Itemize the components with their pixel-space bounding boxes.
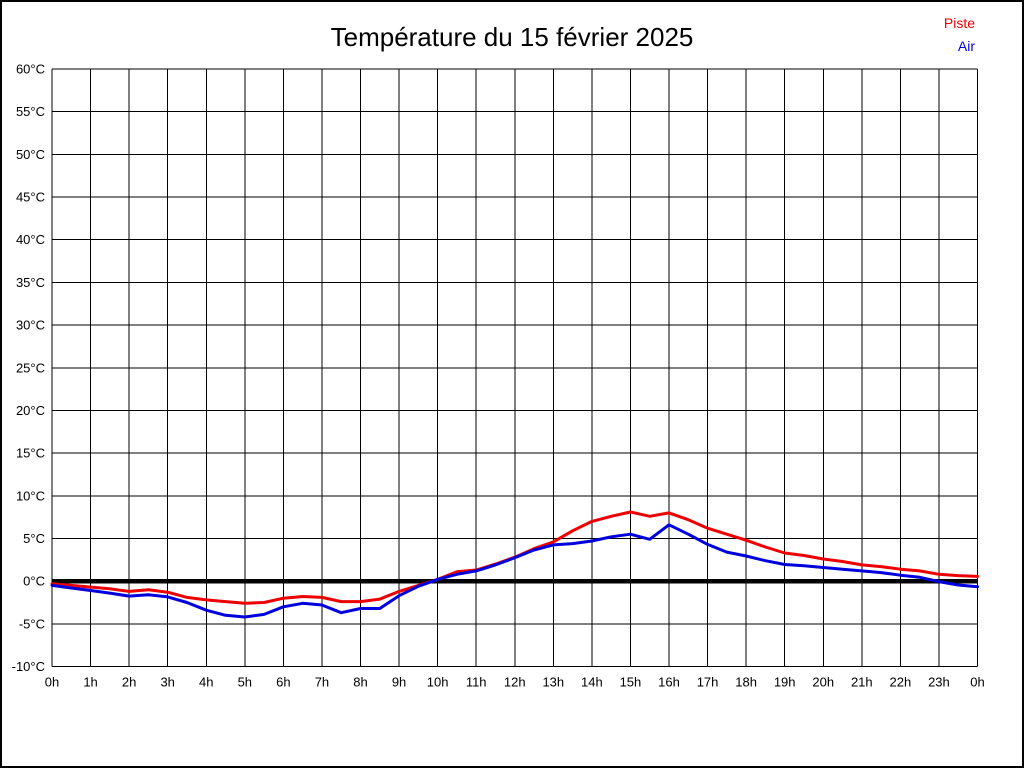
y-tick-label: 35°C: [16, 275, 45, 290]
x-tick-label: 17h: [697, 675, 719, 690]
y-tick-label: 0°C: [23, 574, 45, 589]
x-tick-label: 14h: [581, 675, 603, 690]
x-tick-label: 22h: [890, 675, 912, 690]
x-tick-label: 16h: [658, 675, 680, 690]
grid: [51, 68, 978, 667]
y-tick-label: 50°C: [16, 147, 45, 162]
y-tick-label: 45°C: [16, 190, 45, 205]
x-tick-label: 15h: [620, 675, 642, 690]
y-tick-label: 5°C: [23, 531, 45, 546]
y-tick-label: 55°C: [16, 104, 45, 119]
x-tick-label: 2h: [122, 675, 136, 690]
y-tick-label: 30°C: [16, 318, 45, 333]
y-tick-label: 60°C: [16, 62, 45, 77]
x-tick-label: 0h: [45, 675, 59, 690]
y-tick-label: -5°C: [19, 616, 45, 631]
x-tick-label: 10h: [427, 675, 449, 690]
x-tick-label: 7h: [315, 675, 329, 690]
y-tick-label: 10°C: [16, 488, 45, 503]
x-tick-label: 11h: [466, 675, 487, 690]
x-tick-label: 19h: [774, 675, 796, 690]
x-tick-label: 12h: [504, 675, 526, 690]
x-tick-label: 0h: [970, 675, 984, 690]
y-tick-label: 15°C: [16, 446, 45, 461]
series-line-air: [50, 523, 979, 619]
legend-item-piste: Piste: [943, 15, 975, 31]
x-tick-label: 6h: [276, 675, 290, 690]
y-tick-label: -10°C: [12, 659, 45, 674]
x-tick-label: 8h: [353, 675, 367, 690]
x-tick-label: 13h: [542, 675, 564, 690]
chart-legend: Piste Air: [944, 12, 975, 58]
y-tick-label: 20°C: [16, 403, 45, 418]
x-tick-label: 3h: [160, 675, 174, 690]
x-tick-label: 9h: [392, 675, 406, 690]
x-tick-label: 4h: [199, 675, 213, 690]
x-tick-label: 1h: [83, 675, 97, 690]
x-tick-label: 18h: [735, 675, 757, 690]
chart-title: Température du 15 février 2025: [330, 22, 694, 52]
x-tick-label: 20h: [812, 675, 834, 690]
y-axis-labels: 60°C 55°C 50°C 45°C 40°C 35°C 30°C 25°C 20°C 15°C…: [12, 62, 45, 675]
x-tick-label: 21h: [851, 675, 873, 690]
y-tick-label: 40°C: [16, 232, 45, 247]
x-tick-label: 23h: [928, 675, 950, 690]
legend-item-air: Air: [957, 38, 975, 54]
x-axis-labels: 0h 1h 2h 3h 4h 5h 6h 7h 8h 9h 10h 11h 12h 13h 14h 15h 16…: [45, 675, 985, 690]
y-tick-label: 25°C: [16, 360, 45, 375]
x-tick-label: 5h: [238, 675, 252, 690]
